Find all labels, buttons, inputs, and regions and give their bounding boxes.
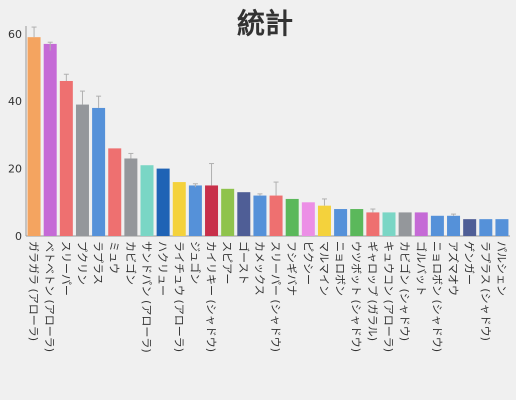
bar xyxy=(27,37,41,236)
bar xyxy=(43,43,57,236)
bar xyxy=(479,219,493,236)
category-label: ニョロボン xyxy=(334,241,347,296)
bars xyxy=(27,37,509,236)
category-label: ハクリュー xyxy=(156,241,169,296)
category-label: ニョロボン (シャドウ) xyxy=(430,241,443,352)
bar xyxy=(188,185,202,236)
bar xyxy=(317,205,331,236)
y-tick-label: 40 xyxy=(8,95,22,108)
bar xyxy=(221,188,235,236)
category-label: ウツボット (シャドウ) xyxy=(350,241,363,352)
category-label: サンドパン (アローラ) xyxy=(140,241,153,353)
category-label: ゲンガー xyxy=(463,241,476,285)
bar xyxy=(382,212,396,236)
category-label: パルシェン xyxy=(495,241,508,296)
bar xyxy=(205,185,219,236)
bar xyxy=(285,198,299,236)
bar xyxy=(59,80,73,236)
category-label: ベトベトン (アローラ) xyxy=(43,241,56,352)
bar xyxy=(447,215,461,236)
category-label: カビゴン (シャドウ) xyxy=(398,241,412,341)
category-label: ジュゴン xyxy=(188,241,202,284)
bar xyxy=(414,212,428,236)
bar xyxy=(253,195,267,236)
category-label: スピアー xyxy=(221,241,234,284)
category-label: ラプラス xyxy=(92,241,105,285)
category-label: ミュウ xyxy=(108,241,121,274)
category-label: キュウコン (アローラ) xyxy=(382,241,395,352)
category-labels: ガラガラ (アローラ) ベトベトン (アローラ) スリーパー プクリン ラプラス ミュウカ… xyxy=(27,241,508,353)
chart-title: 統計 xyxy=(237,7,293,40)
bar xyxy=(140,165,154,236)
category-label: ゴルバット xyxy=(414,241,428,296)
bar xyxy=(495,219,509,236)
bar xyxy=(92,107,106,236)
y-tick-label: 0 xyxy=(15,230,22,243)
category-label: カメックス xyxy=(253,241,266,296)
category-label: フシギバナ xyxy=(285,241,298,296)
bar xyxy=(75,104,89,236)
category-label: ガラガラ (アローラ) xyxy=(27,241,40,341)
bar xyxy=(463,219,477,236)
category-label: スリーパー (シャドウ) xyxy=(269,241,282,352)
category-label: カビゴン xyxy=(124,241,138,285)
y-tick-label: 60 xyxy=(8,28,22,41)
category-label: プクリン xyxy=(75,241,88,285)
y-tick-labels: 0 20 40 60 xyxy=(8,28,22,243)
bar xyxy=(301,202,315,236)
error-bars xyxy=(31,26,457,216)
category-label: ゴースト xyxy=(237,241,251,284)
y-tick-label: 20 xyxy=(8,163,22,176)
bar xyxy=(237,192,251,236)
bar xyxy=(430,215,444,236)
bar xyxy=(108,148,122,236)
bar xyxy=(269,195,283,236)
category-label: マルマイン xyxy=(317,241,330,296)
category-label: ラプラス (シャドウ) xyxy=(479,241,492,341)
category-label: スリーパー xyxy=(59,241,72,296)
category-label: ライチュウ (アローラ) xyxy=(172,241,185,352)
bar xyxy=(124,158,138,236)
bar xyxy=(334,209,348,236)
category-label: カイリキー (シャドウ) xyxy=(205,241,218,352)
category-label: ピクシー xyxy=(301,241,314,285)
bar xyxy=(366,212,380,236)
bar xyxy=(156,168,170,236)
bar xyxy=(398,212,412,236)
category-label: アズマオウ xyxy=(447,241,461,296)
bar xyxy=(172,182,186,236)
category-label: ギャロップ (ガラル) xyxy=(366,241,379,341)
bar xyxy=(350,209,364,236)
